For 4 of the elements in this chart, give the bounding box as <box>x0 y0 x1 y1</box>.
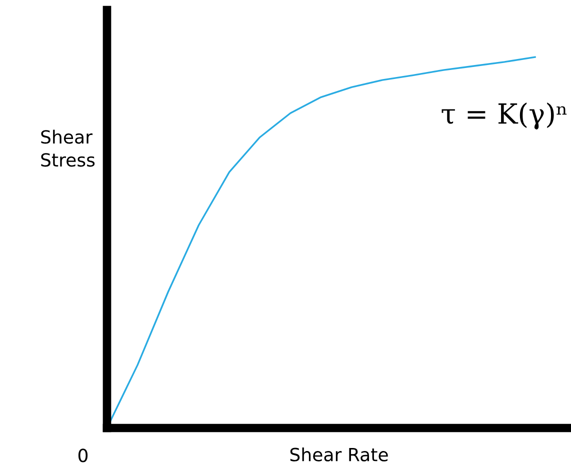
annotation: τ = K(γ)ⁿ <box>442 102 567 130</box>
text: 0 <box>78 448 88 462</box>
x-axis-title: Shear Rate <box>290 447 388 462</box>
y-axis-title: Shear Stress <box>41 130 95 167</box>
